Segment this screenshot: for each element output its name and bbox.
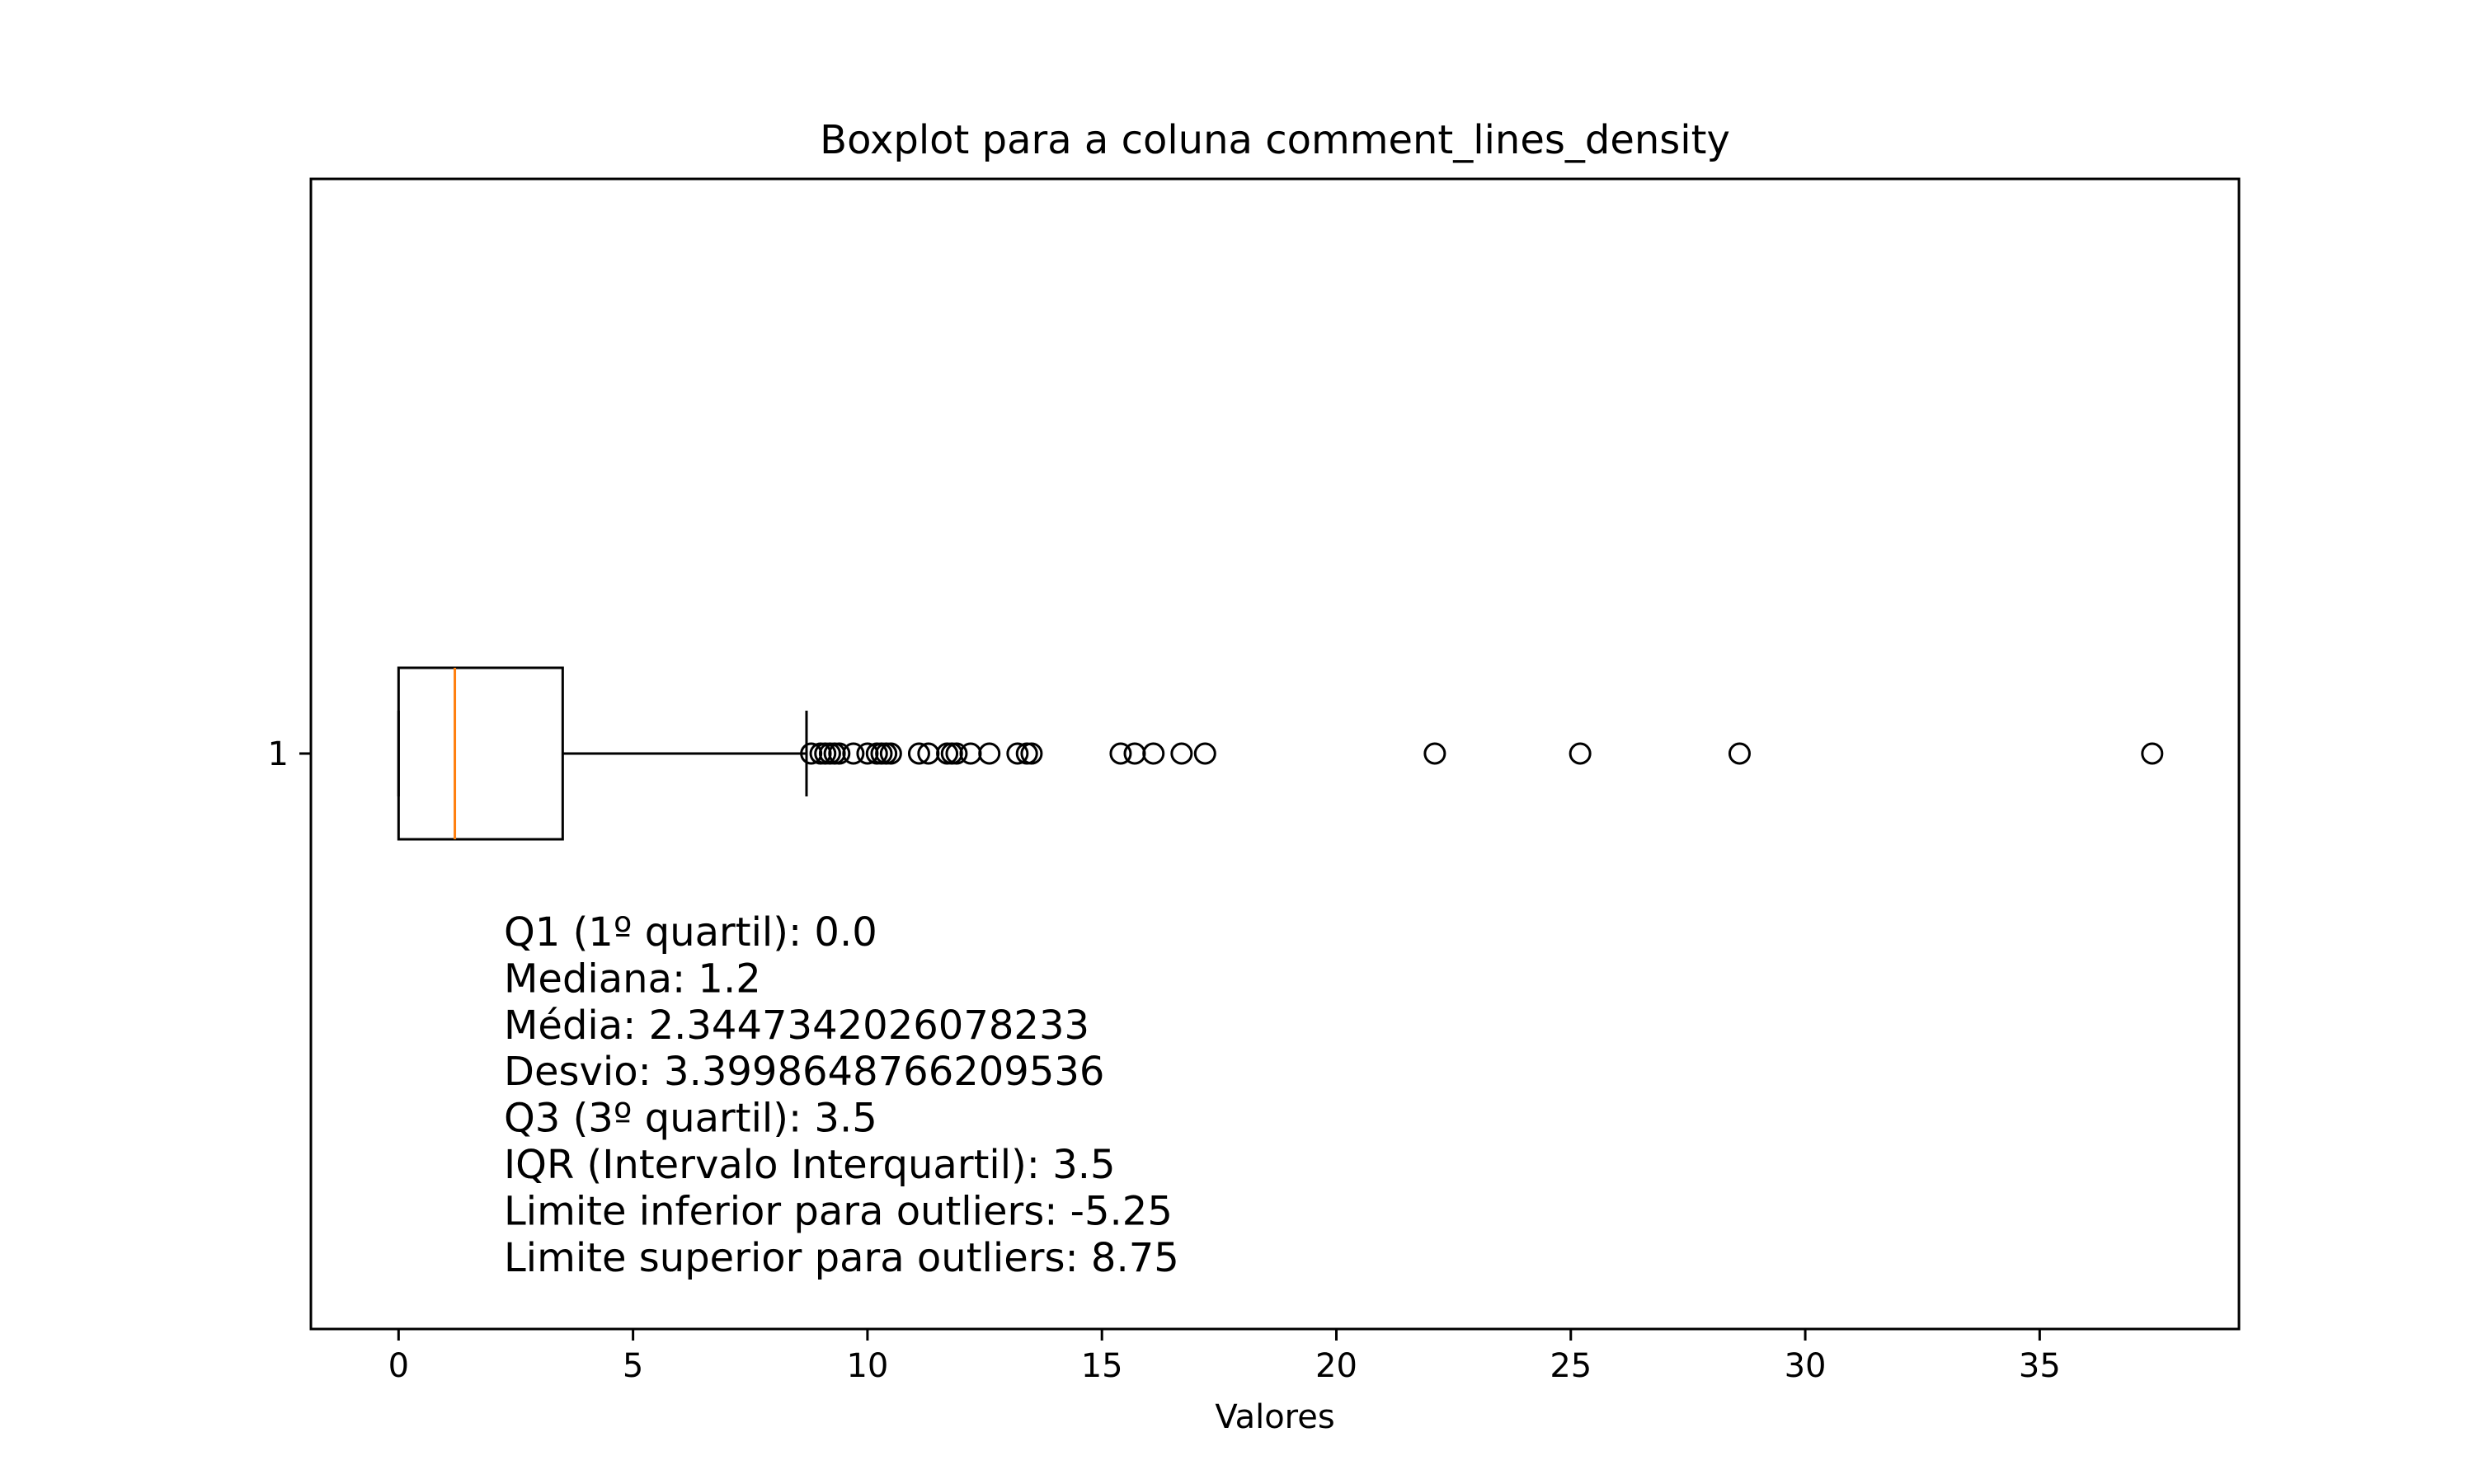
y-tick-label: 1 bbox=[268, 735, 289, 773]
stats-annotation-line: Limite superior para outliers: 8.75 bbox=[504, 1235, 1179, 1281]
outliers-group bbox=[800, 742, 2164, 765]
outlier-point bbox=[1569, 742, 1592, 765]
x-tick-label: 0 bbox=[388, 1347, 409, 1385]
x-tick-label: 15 bbox=[1081, 1347, 1123, 1385]
stats-annotation-line: Desvio: 3.3998648766209536 bbox=[504, 1049, 1104, 1095]
axes-frame bbox=[309, 177, 2241, 1331]
outlier-point bbox=[1006, 742, 1029, 765]
y-axis-ticks: 1 bbox=[268, 735, 311, 773]
outlier-point bbox=[2141, 742, 2164, 765]
outlier-point bbox=[1193, 742, 1216, 765]
outlier-point bbox=[907, 742, 930, 765]
outlier-point bbox=[1020, 742, 1043, 765]
stats-annotation-line: Mediana: 1.2 bbox=[504, 956, 761, 1002]
outlier-point bbox=[879, 742, 902, 765]
outlier-point bbox=[1170, 742, 1193, 765]
x-tick-label: 30 bbox=[1785, 1347, 1827, 1385]
stats-annotation-line: Q1 (1º quartil): 0.0 bbox=[504, 909, 877, 956]
x-tick-label: 35 bbox=[2019, 1347, 2061, 1385]
outlier-point bbox=[828, 742, 851, 765]
x-tick-label: 20 bbox=[1315, 1347, 1357, 1385]
chart-title: Boxplot para a coluna comment_lines_dens… bbox=[820, 117, 1730, 163]
stats-annotation-line: Média: 2.3447342026078233 bbox=[504, 1003, 1089, 1049]
outlier-point bbox=[1142, 742, 1165, 765]
x-axis-label: Valores bbox=[1215, 1398, 1334, 1436]
outlier-point bbox=[842, 742, 865, 765]
x-tick-label: 25 bbox=[1550, 1347, 1592, 1385]
outlier-point bbox=[1109, 742, 1132, 765]
box-group bbox=[397, 666, 808, 841]
x-axis-ticks: 0 5 10 15 20 25 30 35 bbox=[388, 1329, 2061, 1385]
x-tick-label: 5 bbox=[623, 1347, 643, 1385]
stats-annotation-line: Q3 (3º quartil): 3.5 bbox=[504, 1096, 877, 1142]
x-tick-label: 10 bbox=[846, 1347, 888, 1385]
outlier-point bbox=[978, 742, 1001, 765]
outlier-point bbox=[1728, 742, 1751, 765]
outlier-point bbox=[1423, 742, 1446, 765]
stats-annotation-line: Limite inferior para outliers: -5.25 bbox=[504, 1188, 1173, 1234]
stats-annotation-line: IQR (Intervalo Interquartil): 3.5 bbox=[504, 1142, 1116, 1188]
outlier-point bbox=[945, 742, 968, 765]
